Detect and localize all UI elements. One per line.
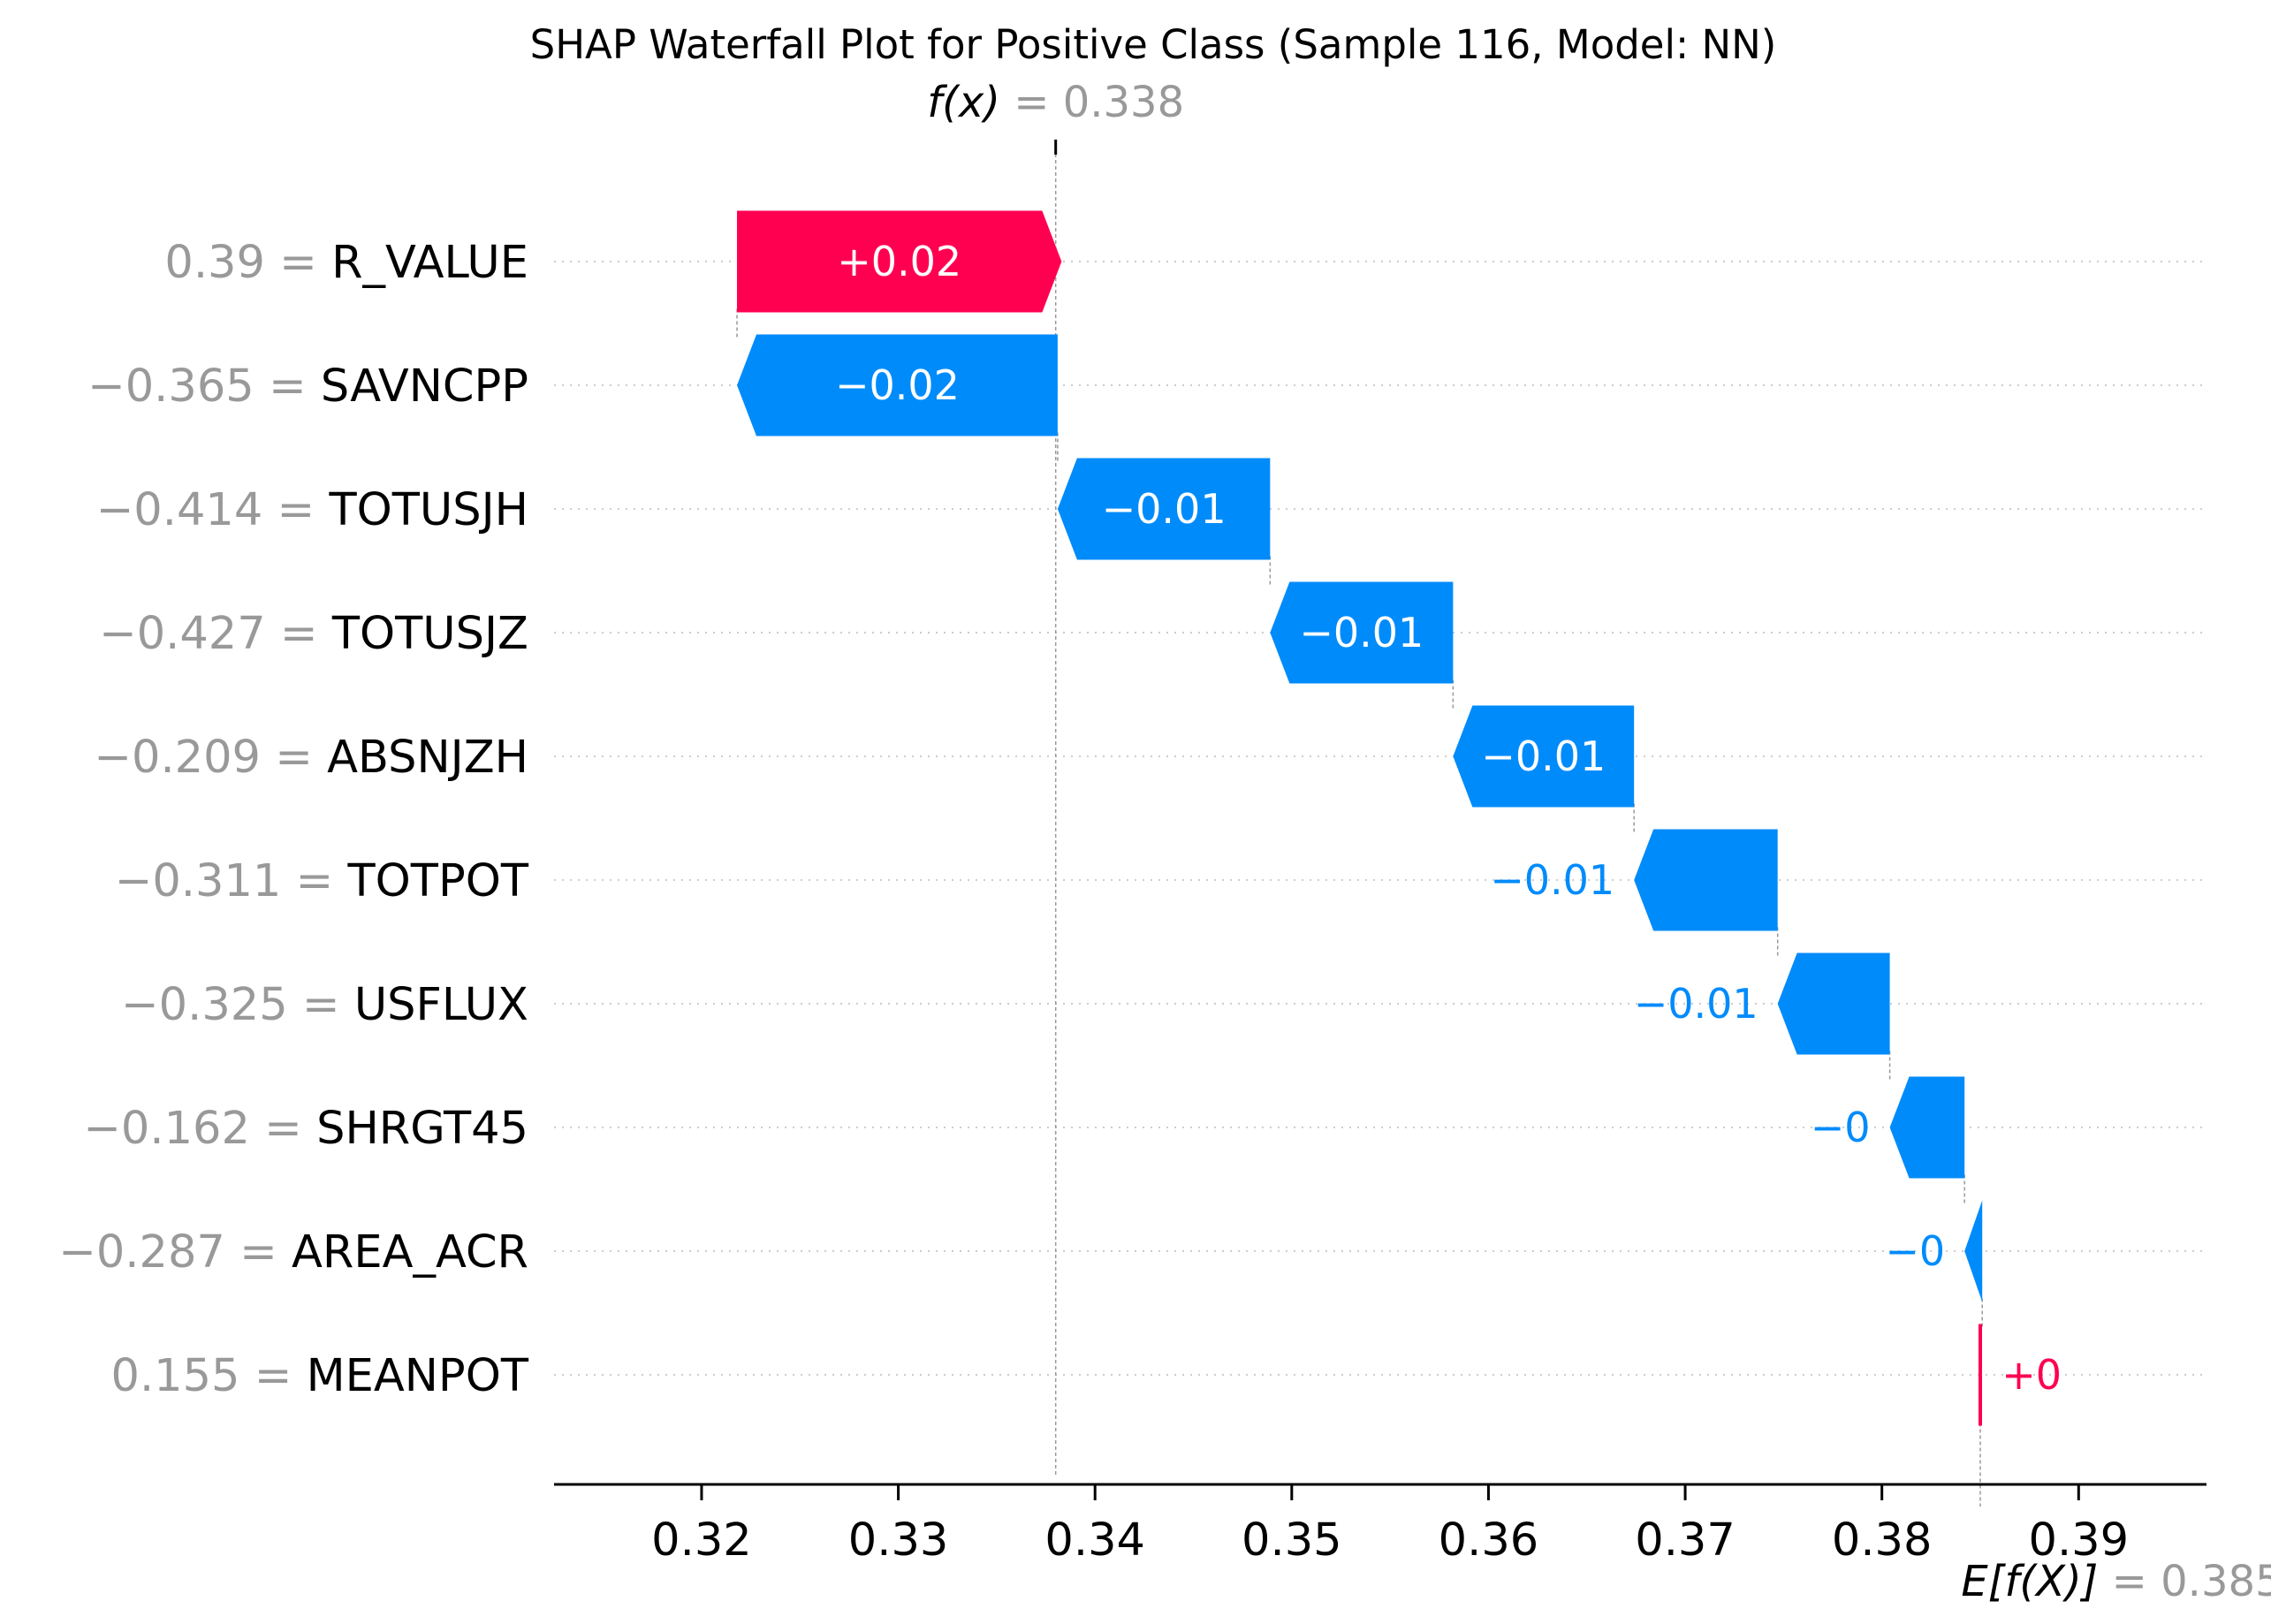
bar-value-label: −0 <box>1885 1227 1945 1275</box>
x-tick-label: 0.32 <box>651 1514 752 1567</box>
feature-name: SHRGT45 <box>316 1103 528 1155</box>
feature-name: R_VALUE <box>331 237 528 289</box>
feature-label: 0.155 = MEANPOT <box>111 1350 529 1402</box>
fx-value: = 0.338 <box>1000 78 1184 127</box>
bar-value-label: −0.01 <box>1102 485 1227 533</box>
feature-value: 0.155 = <box>111 1350 307 1402</box>
x-tick-label: 0.38 <box>1832 1514 1933 1567</box>
bar-r_value <box>737 210 1062 313</box>
feature-name: TOTUSJZ <box>331 608 528 660</box>
x-tick-label: 0.34 <box>1044 1514 1145 1567</box>
bar-totusjz <box>1270 581 1454 684</box>
feature-labels: 0.39 = R_VALUE −0.365 = SAVNCPP −0.414 = T… <box>58 237 529 1402</box>
feature-label: −0.325 = USFLUX <box>121 979 528 1031</box>
feature-value: −0.427 = <box>99 608 332 660</box>
feature-value: −0.162 = <box>83 1103 316 1155</box>
feature-label: −0.287 = AREA_ACR <box>58 1226 528 1279</box>
feature-value: −0.311 = <box>115 855 348 907</box>
feature-label: −0.209 = ABSNJZH <box>94 732 528 784</box>
feature-value: 0.39 = <box>164 237 331 289</box>
efx-name: E[f(X)] <box>1961 1557 2098 1606</box>
bar-usflux <box>1777 952 1890 1055</box>
guide-lines <box>736 140 1983 1506</box>
x-axis: 0.32 0.33 0.34 0.35 0.36 0.37 0.38 0.39 <box>554 1483 2206 1567</box>
efx-label: E[f(X)] = 0.385 <box>1961 1557 2271 1606</box>
feature-name: AREA_ACR <box>292 1226 528 1279</box>
bar-area_acr <box>1964 1200 1983 1302</box>
fx-annotation: f(x) = 0.338 <box>927 78 1184 127</box>
feature-name: TOTPOT <box>347 855 529 907</box>
feature-name: TOTUSJH <box>328 484 528 536</box>
feature-label: −0.414 = TOTUSJH <box>96 484 528 536</box>
bar-value-label: −0.01 <box>1481 732 1606 780</box>
feature-value: −0.209 = <box>94 732 327 784</box>
feature-label: 0.39 = R_VALUE <box>164 237 528 289</box>
feature-name: ABSNJZH <box>327 732 528 784</box>
feature-value: −0.414 = <box>96 484 330 536</box>
x-tick-label: 0.36 <box>1439 1514 1539 1567</box>
fx-name: f(x) <box>927 78 1000 127</box>
feature-name: MEANPOT <box>307 1350 529 1402</box>
feature-name: SAVNCPP <box>321 360 528 413</box>
x-tick-label: 0.37 <box>1635 1514 1736 1567</box>
x-tick-label: 0.35 <box>1242 1514 1342 1567</box>
feature-label: −0.427 = TOTUSJZ <box>99 608 528 660</box>
bar-value-label: −0 <box>1811 1104 1871 1151</box>
bar-value-label: −0.02 <box>835 361 960 409</box>
bar-totusjh <box>1057 458 1271 560</box>
fx-label: f(x) = 0.338 <box>927 78 1184 127</box>
feature-label: −0.311 = TOTPOT <box>115 855 529 907</box>
feature-label: −0.162 = SHRGT45 <box>83 1103 528 1155</box>
bar-value-label: −0.01 <box>1634 980 1758 1028</box>
x-tick-label: 0.39 <box>2029 1514 2130 1567</box>
feature-name: USFLUX <box>354 979 528 1031</box>
bar-value-label: +0 <box>2001 1351 2062 1399</box>
efx-annotation: E[f(X)] = 0.385 <box>1961 1557 2271 1606</box>
chart-title: SHAP Waterfall Plot for Positive Class (… <box>530 21 1777 68</box>
bar-savncpp <box>737 334 1058 436</box>
feature-value: −0.325 = <box>121 979 354 1031</box>
x-tick-label: 0.33 <box>848 1514 949 1567</box>
efx-value: = 0.385 <box>2098 1557 2271 1606</box>
bar-value-label: +0.02 <box>837 238 961 285</box>
bar-absnjzh <box>1453 705 1635 808</box>
bars: +0.02 −0.02 −0.01 −0.01 −0.01 −0.01 −0.01 −0 −0 +… <box>737 210 2062 1426</box>
bar-shrgt45 <box>1889 1076 1965 1179</box>
bar-totpot <box>1634 829 1778 931</box>
feature-value: −0.287 = <box>58 1226 292 1279</box>
bar-value-label: −0.01 <box>1299 609 1424 656</box>
feature-value: −0.365 = <box>87 360 321 413</box>
bar-value-label: −0.01 <box>1490 856 1614 904</box>
feature-label: −0.365 = SAVNCPP <box>87 360 528 413</box>
